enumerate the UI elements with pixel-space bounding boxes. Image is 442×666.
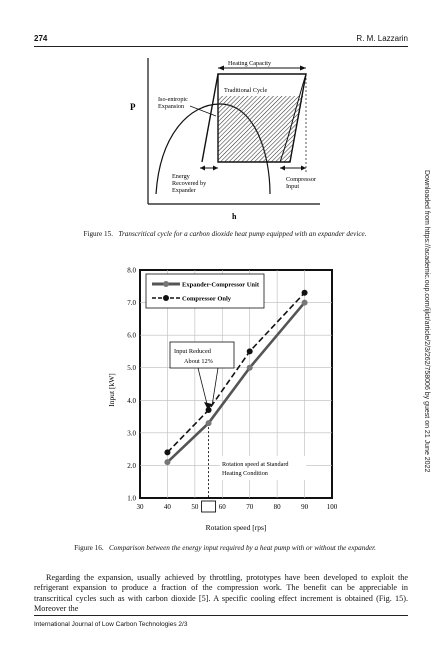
series-line-2	[166, 292, 306, 453]
footer-rule	[34, 615, 408, 616]
energy-label-3: Expander	[172, 187, 196, 194]
heating-capacity-label: Heating Capacity	[228, 60, 272, 67]
y-tick-label: 1.0	[127, 495, 136, 503]
series-2-point	[164, 449, 171, 456]
x-tick-label: 40	[164, 503, 172, 511]
energy-label-1: Energy	[172, 173, 191, 180]
figure-15-caption-number: Figure 15.	[83, 230, 114, 238]
series-2-point	[301, 289, 308, 296]
isentropic-line	[201, 73, 219, 163]
compressor-label-2: Input	[286, 183, 299, 190]
page-number: 274	[34, 34, 48, 43]
input-reduced-box	[169, 341, 235, 369]
x-tick-label: 70	[246, 503, 254, 511]
y-tick-label: 2.0	[127, 462, 136, 470]
legend-series-2: Compressor Only	[182, 296, 232, 303]
series-line-1	[166, 301, 306, 464]
series-2-point	[246, 348, 253, 355]
figure-16-chart: 30 40 50 60 70 80 90 100 1.0 2.0 3.0 4.0 5.0 6.0 7.0 8.…	[107, 267, 338, 533]
rotation-speed-label-2: Heating Condition	[222, 470, 268, 477]
x-tick-label: 90	[301, 503, 309, 511]
iso-entropic-label-2: Expansion	[158, 103, 184, 110]
rotation-speed-box	[220, 456, 306, 480]
series-2-point	[205, 407, 212, 414]
hatched-area	[218, 82, 306, 162]
traditional-cycle-label: Traditional Cycle	[224, 87, 268, 94]
rotation-speed-label-1: Rotation speed at Standard	[222, 461, 289, 468]
series-1-point	[301, 299, 308, 306]
iso-entropic-label-1: Iso-entropic	[158, 96, 188, 103]
energy-label-2: Recovered by	[172, 180, 207, 187]
author-name: R. M. Lazzarin	[356, 34, 408, 43]
y-tick-label: 5.0	[127, 364, 136, 372]
series-1-point	[164, 459, 171, 466]
figure-16-caption-text: Comparison between the energy input requ…	[109, 544, 376, 552]
y-tick-label: 4.0	[127, 397, 136, 405]
x-axis-title: Rotation speed [rps]	[206, 523, 267, 532]
y-tick-label: 8.0	[127, 267, 136, 275]
body-paragraph: Regarding the expansion, usually achieve…	[34, 573, 408, 614]
input-reduced-label-2: About 12%	[184, 358, 214, 365]
download-note: Downloaded from https://academic.oup.com…	[420, 170, 432, 570]
download-note-text: Downloaded from https://academic.oup.com…	[423, 170, 430, 473]
x-tick-label: 50	[191, 503, 199, 511]
x-tick-label: 100	[327, 503, 338, 511]
y-tick-label: 3.0	[127, 429, 136, 437]
x-tick-label: 80	[274, 503, 282, 511]
header-rule	[34, 46, 408, 47]
x-tick-label: 60	[219, 503, 227, 511]
series-1-point	[205, 420, 212, 427]
x-tick-label: 30	[137, 503, 145, 511]
y-tick-label: 6.0	[127, 332, 136, 340]
figure-16-caption: Figure 16. Comparison between the energy…	[60, 544, 390, 553]
y-axis-title: Input [kW]	[107, 373, 116, 407]
compressor-curve	[279, 73, 307, 163]
figure-15-caption: Figure 15. Transcritical cycle for a car…	[50, 230, 400, 239]
y-tick-label: 7.0	[127, 299, 136, 307]
footer-journal: International Journal of Low Carbon Tech…	[34, 621, 188, 628]
p-axis-label: P	[130, 102, 136, 112]
input-reduced-label-1: Input Reduced	[174, 348, 212, 355]
series-1-point	[246, 364, 253, 371]
figure-16-caption-number: Figure 16.	[74, 544, 104, 552]
marker-tick-box	[201, 500, 217, 513]
traditional-cycle-box	[218, 82, 306, 96]
figure-15-caption-text: Transcritical cycle for a carbon dioxide…	[118, 230, 367, 238]
figure-15-diagram: P h Traditional Cycle Heating Capacity I…	[130, 58, 320, 221]
legend-series-1: Expander-Compressor Unit	[182, 282, 260, 289]
legend-box	[145, 273, 265, 309]
h-axis-label: h	[232, 212, 237, 221]
compressor-label-1: Compressor	[286, 176, 316, 183]
